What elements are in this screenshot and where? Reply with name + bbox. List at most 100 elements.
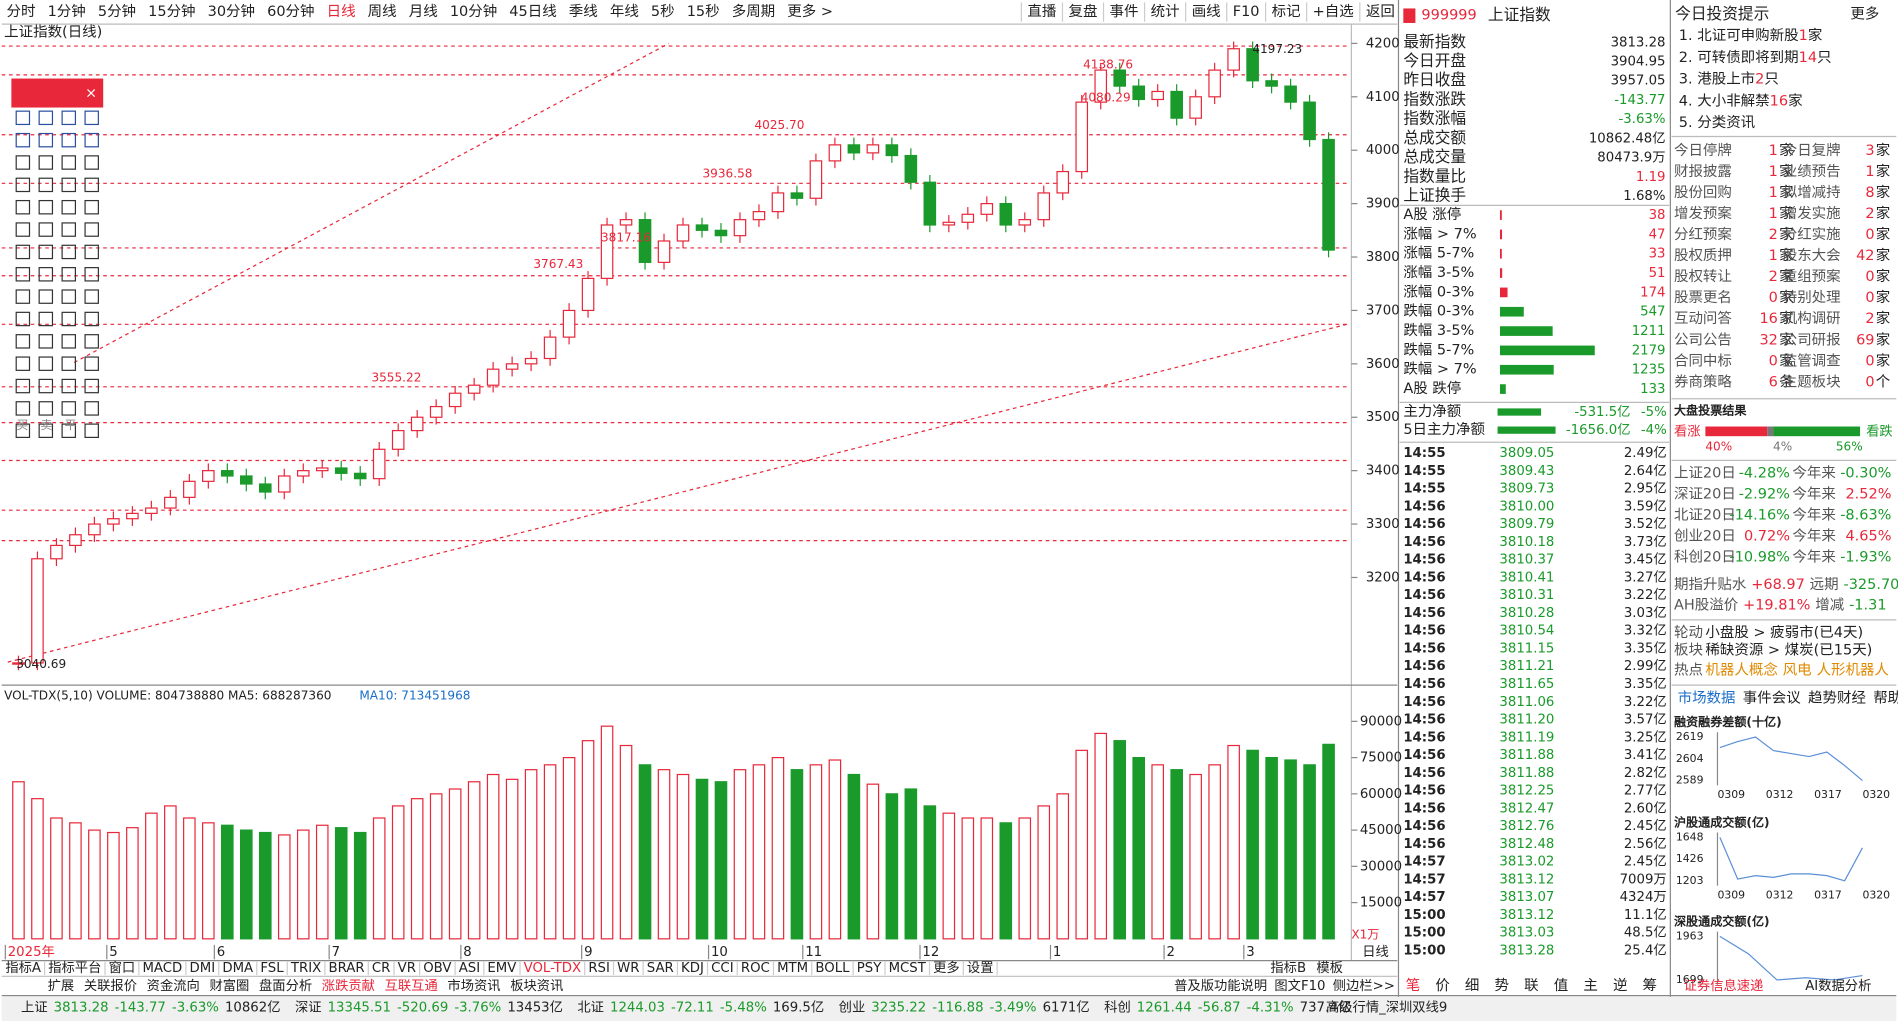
event-label[interactable]: 增发预案 (1674, 204, 1732, 222)
indicator-tab[interactable]: 指标A (5, 960, 41, 976)
event-label[interactable]: 分红实施 (1783, 226, 1841, 243)
draw-tool-icon[interactable] (15, 222, 31, 237)
period-tab[interactable]: 分时 (7, 3, 36, 20)
action-button[interactable]: 事件 (1110, 3, 1139, 20)
event-label[interactable]: 券商策略 (1674, 373, 1732, 390)
indicator-tab[interactable]: MTM (777, 961, 808, 976)
draw-tool-icon[interactable] (61, 378, 77, 394)
draw-tool-icon[interactable] (84, 155, 99, 170)
draw-tool-icon[interactable] (15, 356, 31, 371)
event-label[interactable]: 股票更名 (1674, 289, 1732, 306)
event-label[interactable]: 股份回购 (1674, 184, 1732, 201)
draw-tool-icon[interactable] (84, 199, 99, 215)
draw-tool-icon[interactable] (38, 289, 54, 304)
event-label[interactable]: 监管调查 (1783, 352, 1841, 369)
draw-tool-icon[interactable] (84, 222, 99, 237)
trade-button[interactable]: 平 (65, 418, 77, 432)
draw-tool-icon[interactable] (38, 222, 54, 237)
indicator-tab[interactable]: DMA (222, 961, 253, 976)
indicator-tab[interactable]: 模板 (1316, 960, 1343, 976)
draw-tool-icon[interactable] (38, 132, 54, 148)
period-tab[interactable]: 10分钟 (450, 3, 497, 20)
indicator-tab[interactable]: 指标平台 (48, 960, 101, 976)
detail-tab[interactable]: 主 (1583, 977, 1598, 994)
tip-text[interactable]: 2. 可转债即将到期 (1679, 49, 1799, 66)
event-label[interactable]: 业绩预告 (1783, 163, 1841, 180)
draw-tool-icon[interactable] (15, 177, 31, 193)
period-tab[interactable]: 5秒 (651, 3, 675, 20)
event-label[interactable]: 股权质押 (1674, 247, 1732, 264)
draw-tool-icon[interactable] (15, 311, 31, 327)
hot-item[interactable]: 风电 (1783, 662, 1812, 679)
draw-tool-icon[interactable] (38, 356, 54, 371)
info-tab[interactable]: 侧边栏>> (1333, 978, 1395, 994)
event-label[interactable]: 特别处理 (1783, 289, 1841, 306)
period-tab[interactable]: 周线 (368, 3, 397, 20)
draw-tool-icon[interactable] (38, 423, 54, 439)
draw-tool-icon[interactable] (15, 334, 31, 349)
info-tab[interactable]: 板块资讯 (510, 978, 563, 994)
info-tab[interactable]: 扩展 (48, 978, 75, 994)
draw-tool-icon[interactable] (15, 132, 31, 148)
draw-tool-icon[interactable] (38, 244, 54, 260)
draw-tool-icon[interactable] (15, 378, 31, 394)
indicator-tab[interactable]: DMI (190, 961, 216, 976)
hot-item[interactable]: 机器人概念 (1705, 661, 1777, 679)
draw-tool-icon[interactable] (84, 289, 99, 304)
draw-tool-icon[interactable] (15, 244, 31, 260)
draw-tool-icon[interactable] (84, 356, 99, 371)
indicator-tab[interactable]: PSY (857, 961, 882, 976)
event-label[interactable]: 拟增减持 (1783, 184, 1841, 201)
info-tab[interactable]: 涨跌贡献 (322, 978, 375, 994)
draw-tool-icon[interactable] (15, 267, 31, 282)
action-button[interactable]: 画线 (1192, 3, 1221, 20)
draw-tool-icon[interactable] (61, 155, 77, 170)
indicator-tab[interactable]: OBV (423, 961, 451, 976)
period-tab[interactable]: 季线 (569, 3, 598, 20)
draw-tool-icon[interactable] (38, 199, 54, 215)
draw-tool-icon[interactable] (61, 177, 77, 193)
event-label[interactable]: 增发实施 (1783, 205, 1841, 222)
period-tab[interactable]: 45日线 (509, 3, 556, 20)
period-tab[interactable]: 15分钟 (148, 3, 195, 20)
period-tab[interactable]: 月线 (409, 3, 438, 20)
draw-tool-icon[interactable] (61, 401, 77, 416)
info-tab[interactable]: 图文F10 (1274, 978, 1325, 994)
indicator-tab[interactable]: FSL (260, 961, 284, 976)
period-tab[interactable]: 15秒 (687, 3, 720, 20)
more-link[interactable]: 更多 (1850, 5, 1879, 22)
period-tab[interactable]: 更多 > (787, 3, 833, 20)
indicator-tab[interactable]: SAR (647, 961, 674, 976)
event-label[interactable]: 今日停牌 (1674, 142, 1732, 159)
draw-tool-icon[interactable] (38, 155, 54, 170)
draw-tool-icon[interactable] (38, 334, 54, 349)
info-tab[interactable]: 资金流向 (147, 978, 200, 994)
indicator-tab[interactable]: VOL-TDX (524, 961, 581, 976)
draw-tool-icon[interactable] (61, 311, 77, 327)
indicator-tab[interactable]: RSI (588, 961, 610, 976)
data-tab[interactable]: 趋势财经 (1808, 689, 1866, 706)
detail-tab[interactable]: 细 (1465, 977, 1480, 994)
tip-text[interactable]: 3. 港股上市 (1679, 71, 1755, 88)
draw-tool-icon[interactable] (38, 267, 54, 282)
indicator-tab[interactable]: CCI (711, 961, 733, 976)
indicator-tab[interactable]: VR (398, 961, 416, 976)
period-tab[interactable]: 1分钟 (48, 3, 86, 20)
detail-tab[interactable]: 笔 (1406, 977, 1421, 994)
footer-tab[interactable]: AI数据分析 (1805, 978, 1871, 994)
event-label[interactable]: 财报披露 (1674, 163, 1732, 180)
close-icon[interactable] (87, 88, 96, 98)
draw-tool-icon[interactable] (15, 401, 31, 416)
info-tab[interactable]: 财富圈 (209, 977, 249, 994)
detail-tab[interactable]: 联 (1524, 977, 1539, 994)
action-button[interactable]: 标记 (1272, 3, 1301, 20)
action-button[interactable]: 统计 (1151, 3, 1180, 20)
draw-tool-icon[interactable] (15, 423, 31, 439)
tip-text[interactable]: 5. 分类资讯 (1679, 114, 1756, 131)
data-tab[interactable]: 市场数据 (1678, 689, 1736, 706)
draw-tool-icon[interactable] (15, 155, 31, 170)
indicator-tab[interactable]: BOLL (815, 961, 850, 976)
draw-tool-icon[interactable] (84, 401, 99, 416)
action-button[interactable]: 返回 (1366, 3, 1395, 20)
event-label[interactable]: 股权转让 (1674, 268, 1732, 285)
